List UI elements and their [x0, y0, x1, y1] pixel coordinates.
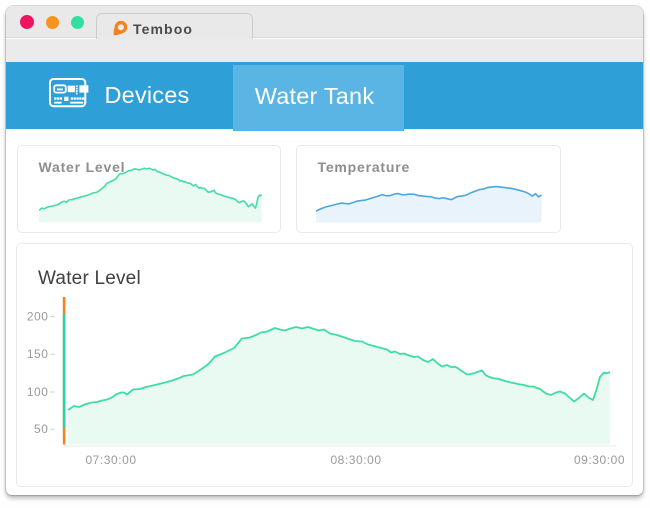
svg-text:100: 100	[27, 385, 49, 399]
svg-text:08:30:00: 08:30:00	[330, 453, 381, 467]
svg-text:07:30:00: 07:30:00	[85, 453, 136, 467]
svg-text:09:30:00: 09:30:00	[574, 453, 625, 467]
svg-text:200: 200	[27, 309, 49, 323]
svg-text:50: 50	[34, 422, 48, 436]
svg-text:150: 150	[27, 347, 49, 361]
